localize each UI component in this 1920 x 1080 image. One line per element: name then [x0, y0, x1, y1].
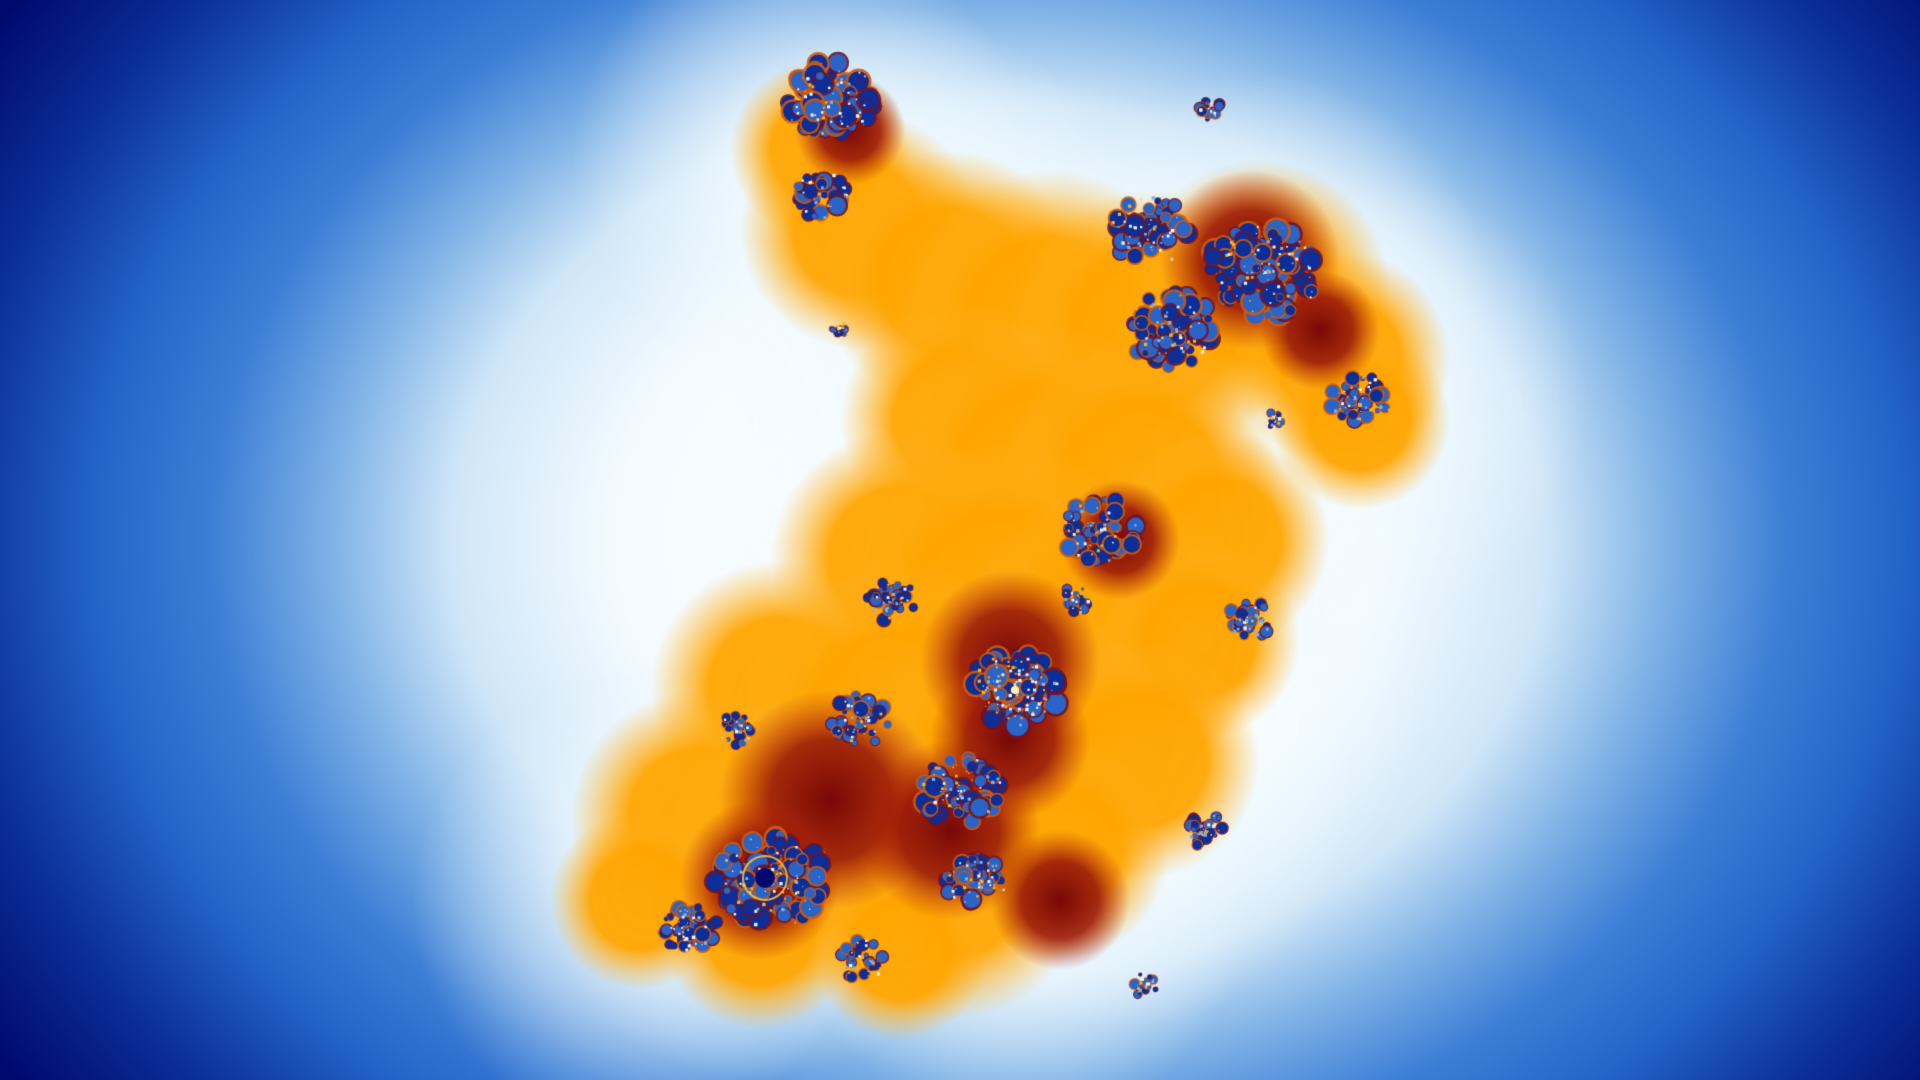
- fractal-render: [0, 0, 1920, 1080]
- fractal-scene: [0, 0, 1920, 1080]
